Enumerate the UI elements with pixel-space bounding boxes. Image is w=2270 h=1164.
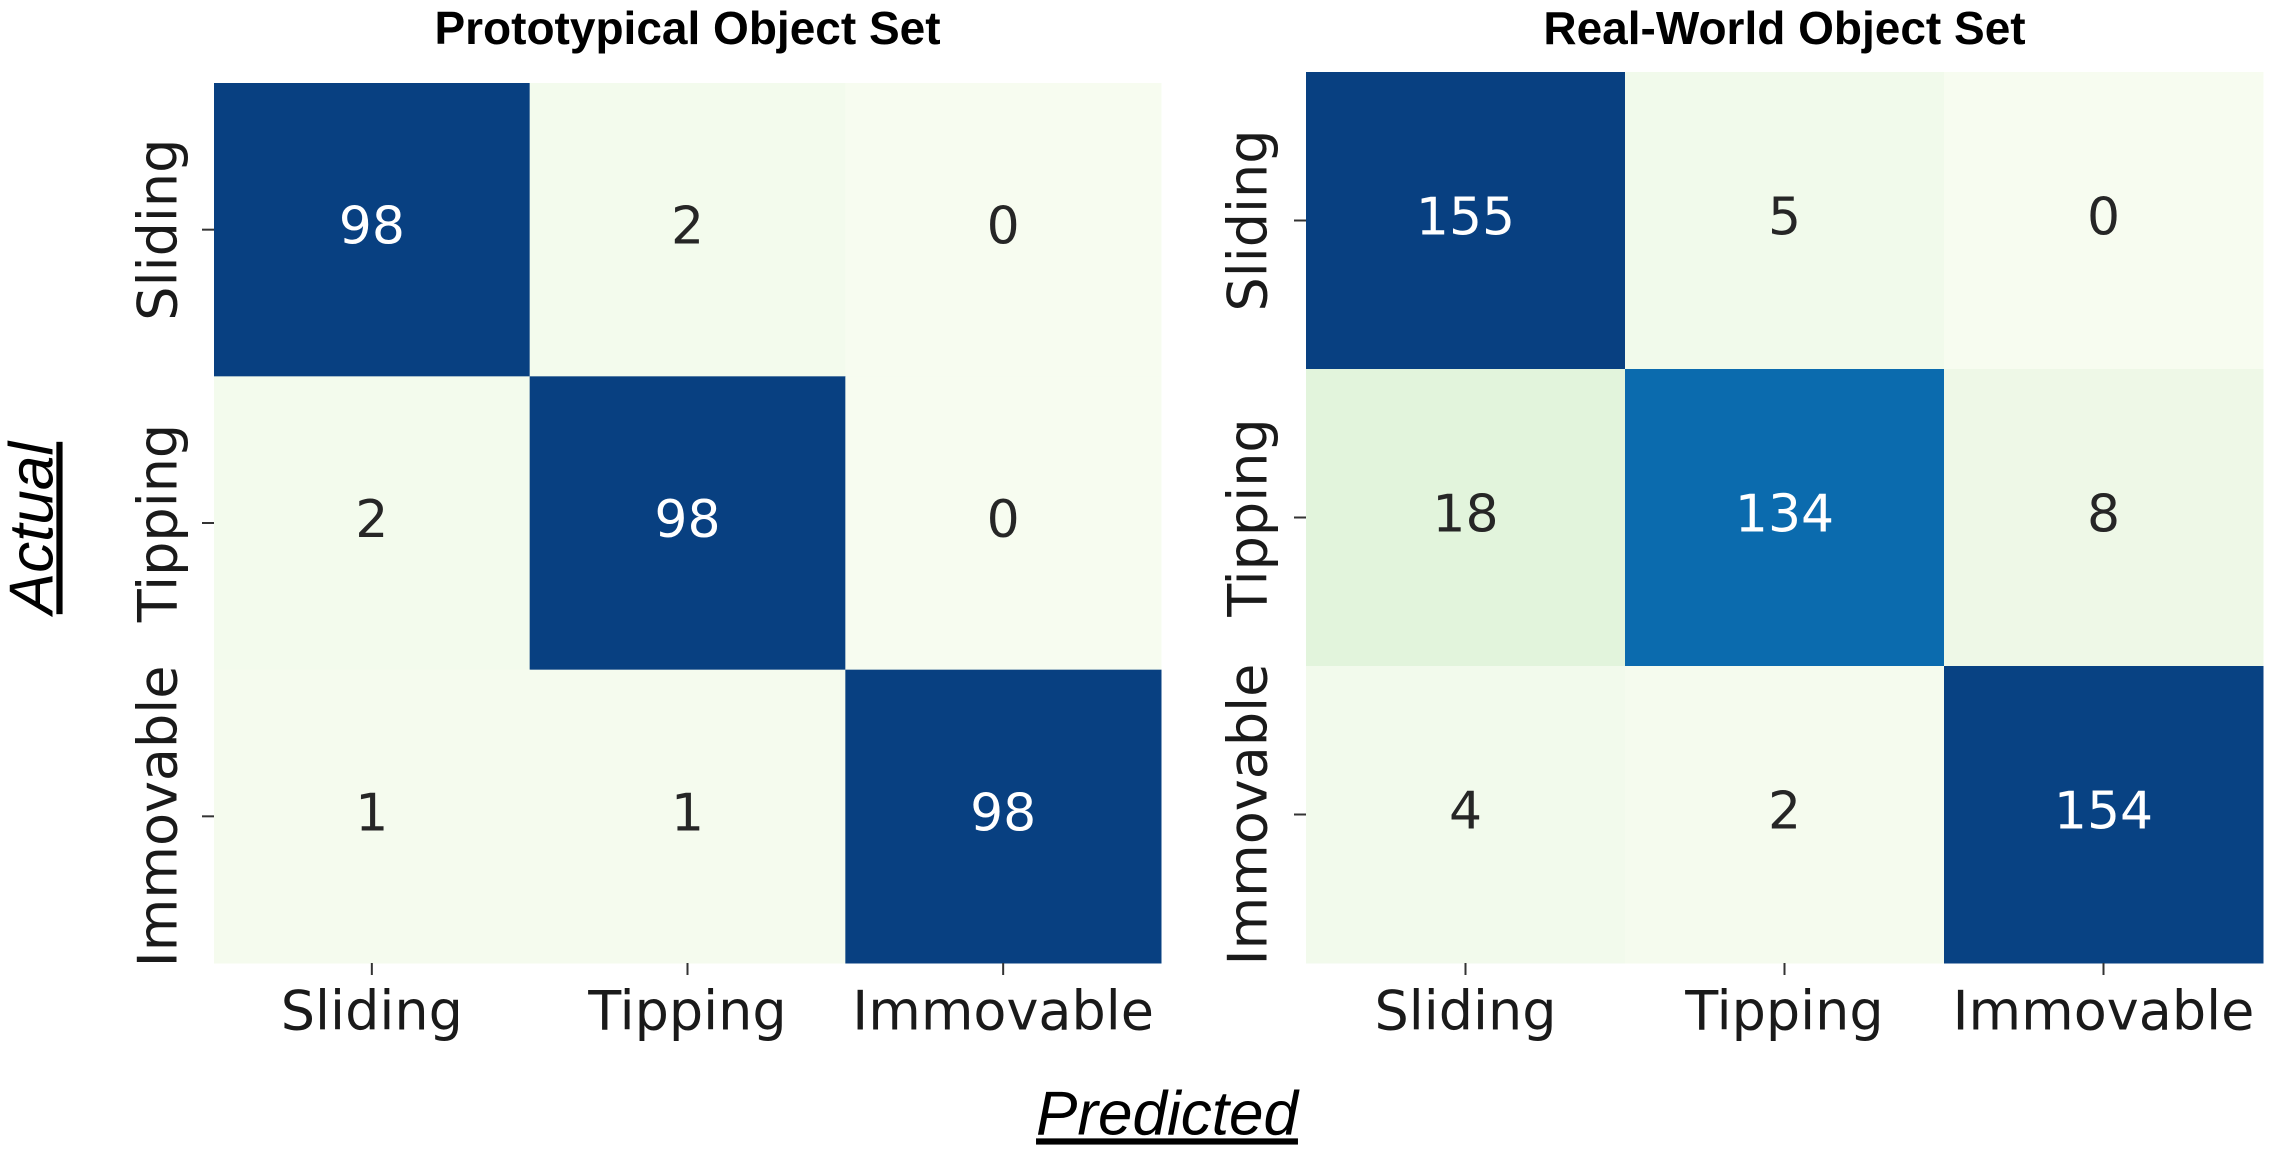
heatmap-cell bbox=[529, 376, 846, 671]
heatmap-cell bbox=[845, 83, 1162, 377]
x-tick-label: Immovable bbox=[852, 980, 1154, 1043]
cell-label: 154 bbox=[2054, 782, 2153, 842]
heatmap-cell bbox=[1625, 666, 1945, 964]
cell-label: 2 bbox=[1768, 782, 1801, 842]
cell-label: 98 bbox=[654, 490, 720, 550]
chart-title: Real-World Object Set bbox=[1543, 2, 2025, 54]
cell-label: 0 bbox=[987, 490, 1020, 550]
heatmap-cell bbox=[1625, 72, 1945, 370]
cell-label: 1 bbox=[355, 783, 388, 843]
cell-label: 18 bbox=[1432, 485, 1498, 545]
heatmap-cell bbox=[1306, 369, 1626, 667]
cell-label: 134 bbox=[1735, 485, 1834, 545]
heatmap-cell bbox=[845, 376, 1162, 671]
y-tick-label: Sliding bbox=[127, 139, 190, 321]
x-tick-label: Tipping bbox=[1684, 980, 1883, 1043]
heatmap-cell bbox=[1944, 369, 2264, 667]
cell-label: 0 bbox=[987, 197, 1020, 257]
chart-title: Prototypical Object Set bbox=[434, 2, 940, 54]
x-tick-label: Sliding bbox=[1374, 980, 1556, 1043]
heatmap-cell bbox=[214, 376, 531, 671]
heatmap-cell bbox=[214, 83, 531, 377]
cell-label: 2 bbox=[355, 490, 388, 550]
y-tick-label: Sliding bbox=[1217, 129, 1280, 311]
x-tick-label: Sliding bbox=[281, 980, 463, 1043]
heatmap-cell bbox=[214, 669, 531, 964]
cell-label: 1 bbox=[671, 783, 704, 843]
heatmap-cell bbox=[529, 669, 846, 964]
cell-label: 98 bbox=[970, 783, 1036, 843]
cell-label: 8 bbox=[2087, 485, 2120, 545]
heatmap-cell bbox=[1625, 369, 1945, 667]
heatmap-cell bbox=[845, 669, 1162, 964]
y-tick-label: Immovable bbox=[127, 665, 190, 967]
x-tick-label: Immovable bbox=[1953, 980, 2255, 1043]
cell-label: 2 bbox=[671, 197, 704, 257]
heatmap-cell bbox=[1306, 72, 1626, 370]
y-axis-label: Actual bbox=[0, 440, 66, 619]
heatmap-cell bbox=[1944, 72, 2264, 370]
cell-label: 5 bbox=[1768, 188, 1801, 248]
cell-label: 0 bbox=[2087, 188, 2120, 248]
heatmap-cell bbox=[529, 83, 846, 377]
y-tick-label: Tipping bbox=[127, 424, 190, 623]
y-tick-label: Immovable bbox=[1217, 664, 1280, 966]
x-axis-label: Predicted bbox=[1036, 1079, 1300, 1148]
x-tick-label: Tipping bbox=[587, 980, 786, 1043]
heatmap-cell bbox=[1306, 666, 1626, 964]
cell-label: 4 bbox=[1449, 782, 1482, 842]
cell-label: 98 bbox=[339, 197, 405, 257]
cell-label: 155 bbox=[1416, 188, 1515, 248]
heatmap-cell bbox=[1944, 666, 2264, 964]
y-tick-label: Tipping bbox=[1217, 418, 1280, 617]
